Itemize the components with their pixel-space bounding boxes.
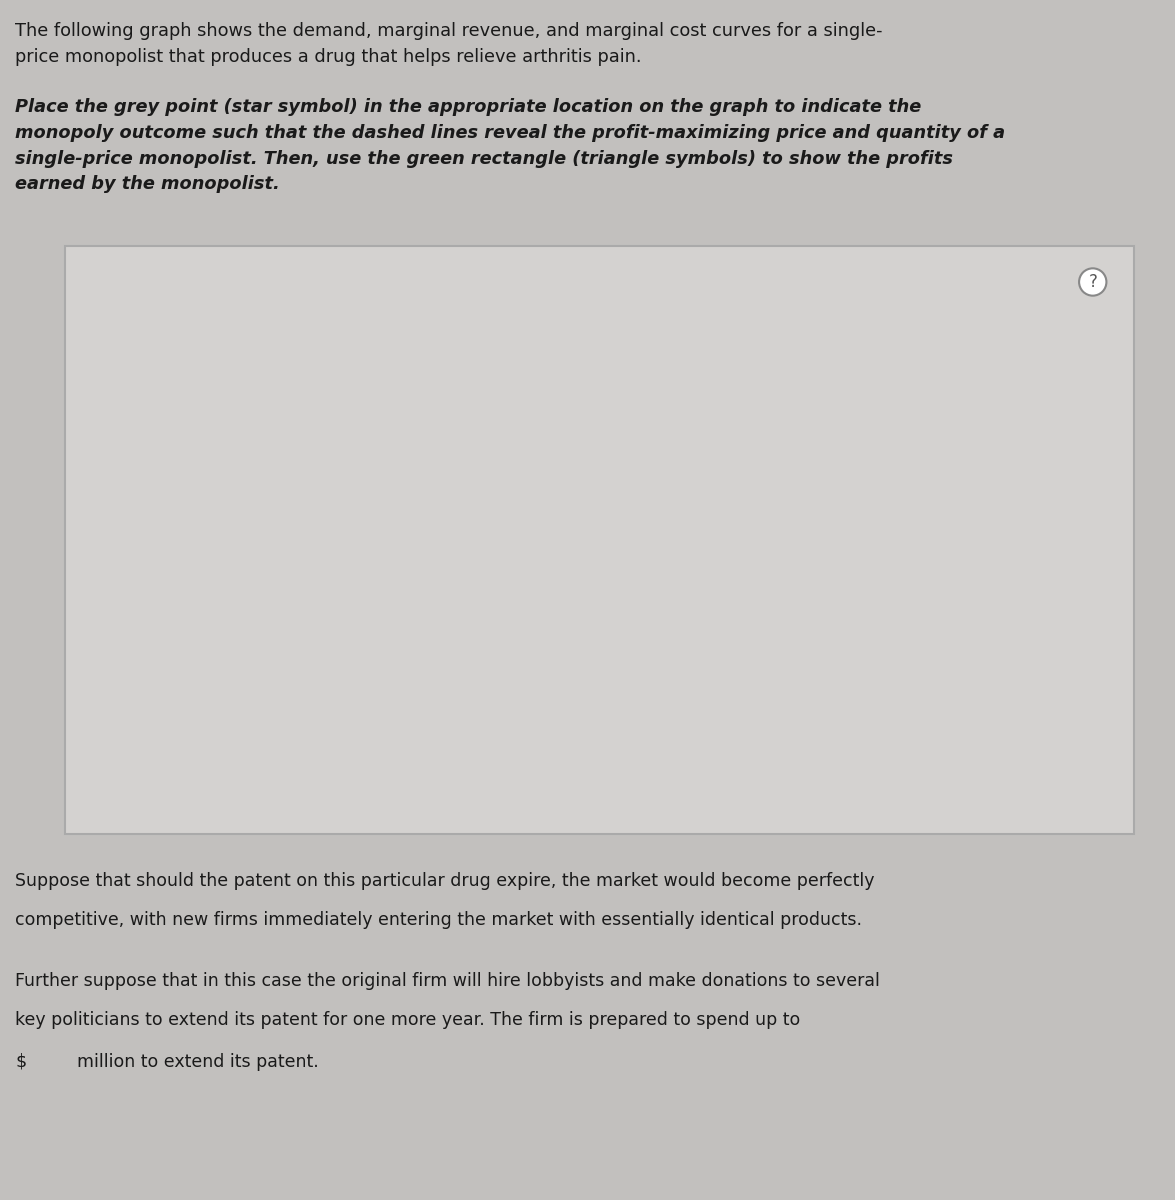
FancyBboxPatch shape <box>771 437 898 486</box>
Text: Monopoly Outcome: Monopoly Outcome <box>905 382 1026 395</box>
Text: price monopolist that produces a drug that helps relieve arthritis pain.: price monopolist that produces a drug th… <box>15 48 642 66</box>
Text: competitive, with new firms immediately entering the market with essentially ide: competitive, with new firms immediately … <box>15 911 862 929</box>
Text: Place the grey point (star symbol) in the appropriate location on the graph to i: Place the grey point (star symbol) in th… <box>15 98 1006 193</box>
Text: MR: MR <box>385 761 403 772</box>
Text: The following graph shows the demand, marginal revenue, and marginal cost curves: The following graph shows the demand, ma… <box>15 22 882 40</box>
Text: ?: ? <box>1088 274 1097 292</box>
Text: $: $ <box>15 1052 27 1070</box>
Text: key politicians to extend its patent for one more year. The firm is prepared to : key politicians to extend its patent for… <box>15 1010 800 1028</box>
Text: Demand: Demand <box>434 761 481 772</box>
Text: Further suppose that in this case the original firm will hire lobbyists and make: Further suppose that in this case the or… <box>15 972 880 990</box>
Text: MC = ATC: MC = ATC <box>377 564 432 575</box>
Text: Monopoly Profits: Monopoly Profits <box>905 455 1008 468</box>
X-axis label: QUANTITY (Millions of doses per year): QUANTITY (Millions of doses per year) <box>311 804 523 815</box>
Y-axis label: PRICE (Dollars per dose): PRICE (Dollars per dose) <box>115 469 125 605</box>
Text: million to extend its patent.: million to extend its patent. <box>33 1052 318 1070</box>
Text: Suppose that should the patent on this particular drug expire, the market would : Suppose that should the patent on this p… <box>15 872 874 890</box>
